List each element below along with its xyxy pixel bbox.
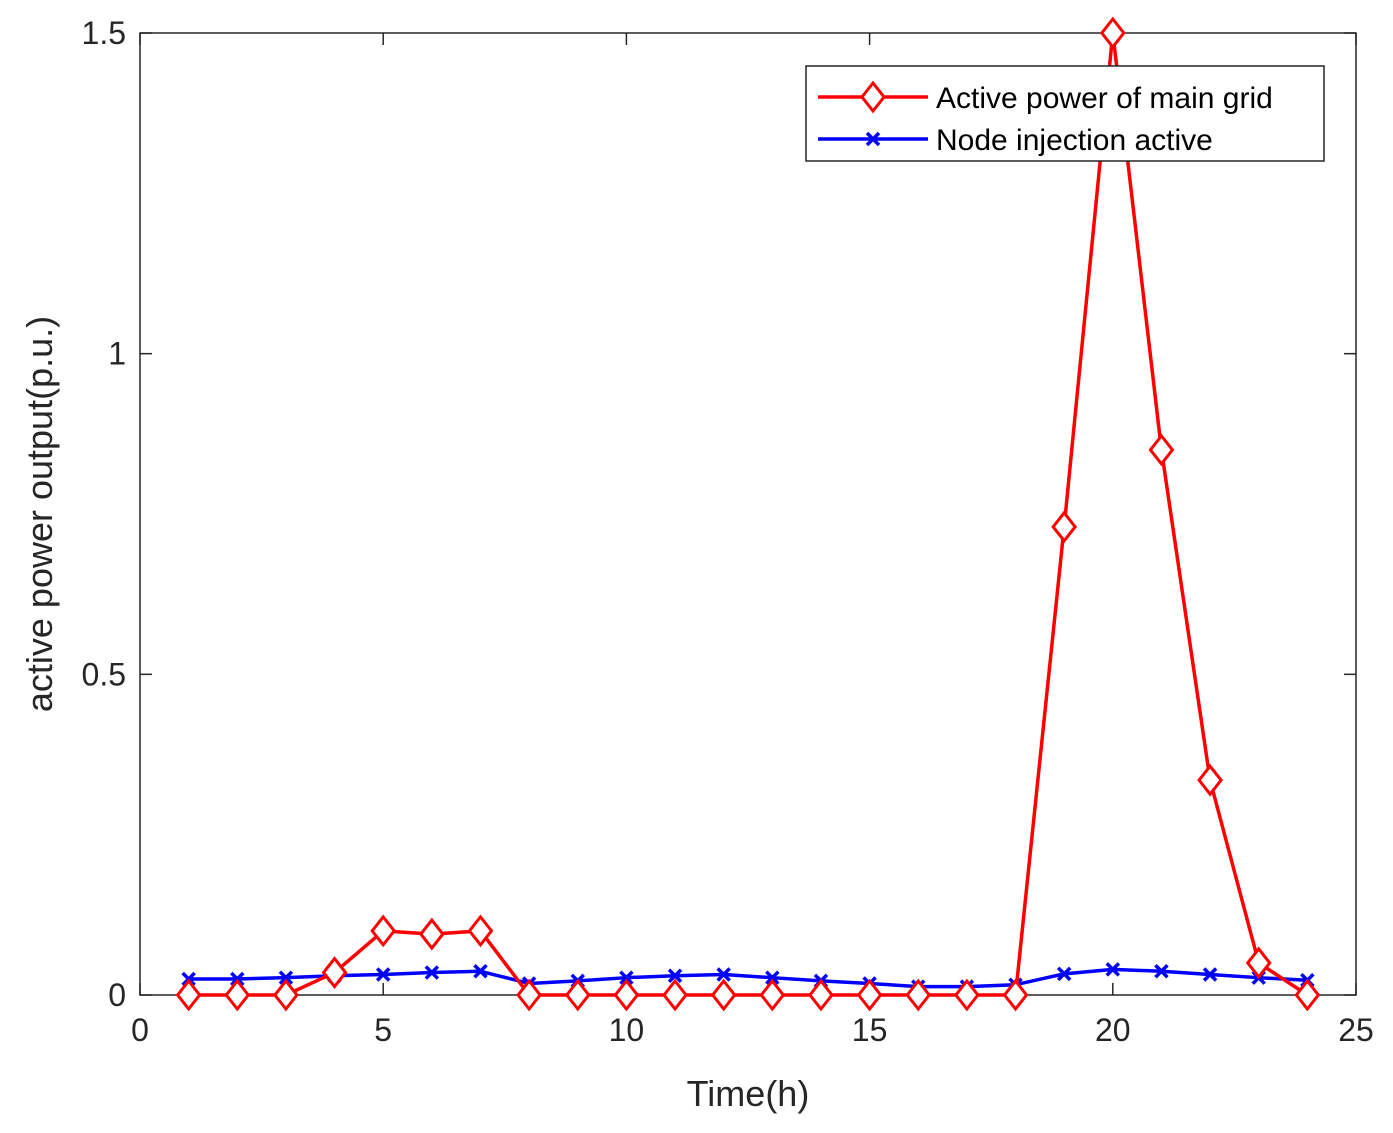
data-point-main-grid <box>175 978 202 1012</box>
data-point-main-grid <box>1197 763 1223 797</box>
y-tick-label: 1 <box>108 336 126 372</box>
data-point-main-grid <box>613 978 640 1012</box>
data-point-main-grid <box>662 978 688 1012</box>
y-axis-label: active power output(p.u.) <box>19 316 60 712</box>
data-point-node-injection <box>1202 967 1218 982</box>
data-point-main-grid <box>1294 978 1321 1012</box>
data-point-main-grid <box>370 914 397 948</box>
data-point-main-grid <box>759 978 786 1012</box>
legend-label: Node injection active <box>936 124 1213 157</box>
data-point-node-injection <box>1154 964 1169 979</box>
series-line-node-injection <box>188 967 1308 989</box>
data-point-main-grid <box>273 978 299 1012</box>
data-point-main-grid <box>321 956 348 989</box>
plot-frame <box>139 32 1357 996</box>
x-tick-label: 20 <box>1095 1012 1131 1048</box>
x-axis-label: Time(h) <box>687 1073 810 1114</box>
data-point-main-grid <box>516 978 543 1012</box>
x-tick-label: 10 <box>609 1012 645 1048</box>
y-tick-label: 1.5 <box>82 15 126 51</box>
data-point-main-grid <box>856 978 883 1012</box>
data-point-main-grid <box>467 914 494 948</box>
data-point-main-grid <box>953 978 980 1012</box>
plot-area <box>139 32 1357 996</box>
data-point-node-injection <box>1105 962 1121 977</box>
legend-box <box>805 65 1325 162</box>
data-point-node-injection <box>765 970 780 985</box>
x-axis: 0 5 10 15 20 25 <box>131 33 1374 1048</box>
data-point-node-injection <box>473 964 488 979</box>
data-point-main-grid <box>808 978 834 1012</box>
x-tick-label: 5 <box>374 1012 392 1048</box>
data-point-main-grid <box>1002 978 1029 1012</box>
y-tick-label: 0.5 <box>82 656 126 692</box>
data-point-node-injection <box>278 970 294 985</box>
y-axis: 0 0.5 1 1.5 <box>82 15 1356 1013</box>
data-point-node-injection <box>375 967 391 982</box>
legend: Active power of main grid Node injection … <box>805 65 1325 162</box>
data-point-main-grid <box>564 978 591 1012</box>
data-point-main-grid <box>1099 16 1126 50</box>
data-point-main-grid <box>1051 510 1078 544</box>
legend-marker <box>860 80 886 114</box>
data-point-main-grid <box>418 917 445 951</box>
data-point-main-grid <box>224 978 251 1012</box>
data-point-main-grid <box>1245 946 1272 980</box>
data-point-node-injection <box>667 968 683 983</box>
legend-label: Active power of main grid <box>936 82 1273 115</box>
data-point-main-grid <box>905 978 932 1012</box>
data-point-main-grid <box>1148 433 1175 467</box>
x-tick-label: 0 <box>131 1012 149 1048</box>
x-tick-label: 25 <box>1338 1012 1374 1048</box>
legend-marker <box>865 131 881 147</box>
x-tick-label: 15 <box>852 1012 888 1048</box>
y-tick-label: 0 <box>108 977 126 1013</box>
data-point-main-grid <box>710 978 737 1012</box>
data-point-node-injection <box>1056 966 1072 982</box>
data-point-node-injection <box>619 970 634 985</box>
data-point-node-injection <box>424 965 440 980</box>
data-point-node-injection <box>716 967 731 982</box>
